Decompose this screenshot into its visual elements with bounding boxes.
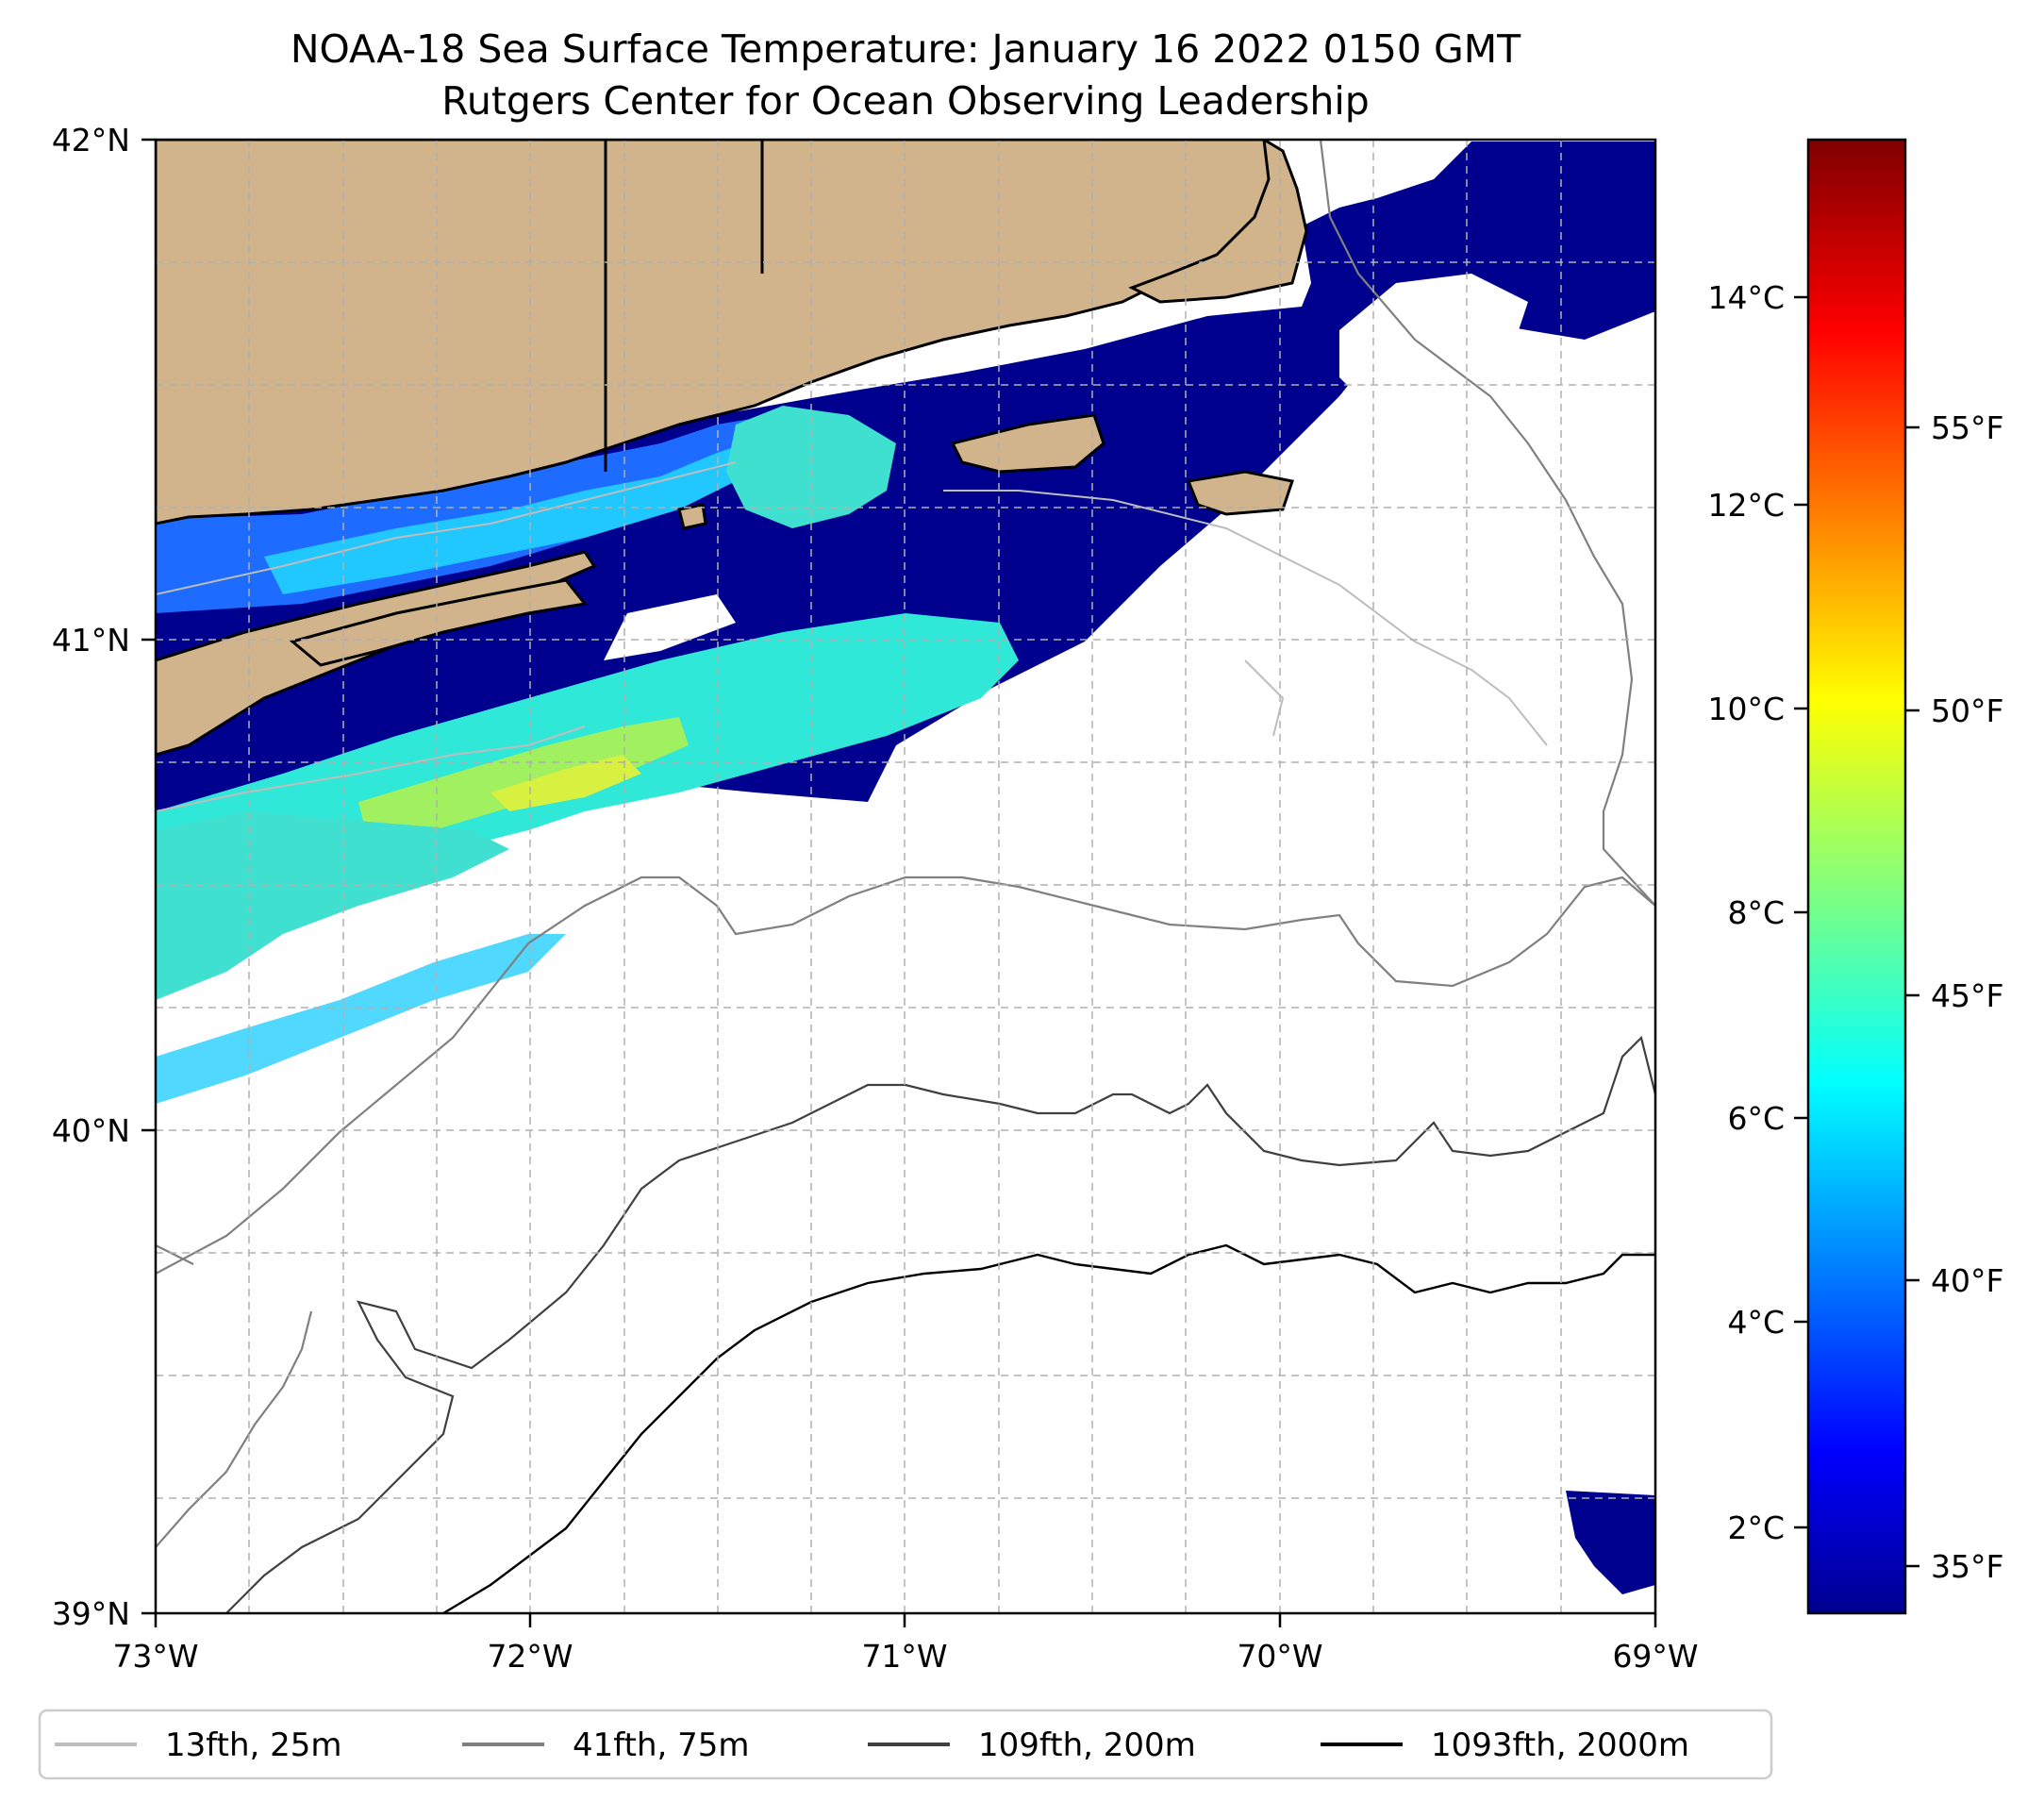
lat-label-41: 41°N bbox=[52, 622, 130, 659]
legend-label-75m: 41fth, 75m bbox=[573, 1726, 750, 1764]
legend-label-25m: 13fth, 25m bbox=[165, 1726, 342, 1764]
isobath-75m bbox=[156, 140, 1655, 1548]
sst-bay-cyan bbox=[726, 406, 896, 528]
lat-label-39: 39°N bbox=[52, 1595, 130, 1632]
legend: 13fth, 25m 41fth, 75m 109fth, 200m 1093f… bbox=[38, 1709, 1773, 1780]
lon-label-73: 73°W bbox=[112, 1638, 198, 1675]
isobath-25m bbox=[156, 461, 1548, 812]
land-marthas-vineyard bbox=[950, 413, 1105, 474]
colorbar: 14°C 12°C 10°C 8°C 6°C 4°C 2°C 55°F 50°F… bbox=[1707, 138, 2003, 1615]
sst-green-core bbox=[358, 717, 689, 840]
title-line-1: NOAA-18 Sea Surface Temperature: January… bbox=[291, 26, 1521, 72]
land-nantucket bbox=[1186, 470, 1294, 516]
land-long-island-fork bbox=[289, 578, 588, 667]
colorbar-gradient bbox=[1806, 138, 1907, 1615]
legend-item-200m: 109fth, 200m bbox=[868, 1726, 1196, 1764]
land-cape-cod bbox=[1128, 140, 1308, 304]
colorbar-f-40: 40°F bbox=[1931, 1262, 2003, 1299]
legend-item-75m: 41fth, 75m bbox=[462, 1726, 750, 1764]
lat-axis: 42°N 41°N 40°N 39°N bbox=[52, 122, 156, 1632]
colorbar-f-50: 50°F bbox=[1931, 692, 2003, 729]
legend-label-200m: 109fth, 200m bbox=[978, 1726, 1196, 1764]
title-line-2: Rutgers Center for Ocean Observing Leade… bbox=[441, 78, 1370, 124]
lat-label-40: 40°N bbox=[52, 1112, 130, 1149]
colorbar-c-8: 8°C bbox=[1727, 894, 1785, 931]
lon-label-70: 70°W bbox=[1237, 1638, 1322, 1675]
colorbar-c-10: 10°C bbox=[1707, 691, 1785, 727]
colorbar-c-6: 6°C bbox=[1727, 1100, 1785, 1137]
sst-lower-tail bbox=[156, 934, 566, 1104]
sst-cyan-lower bbox=[156, 811, 509, 1000]
colorbar-c-4: 4°C bbox=[1727, 1304, 1785, 1341]
legend-item-25m: 13fth, 25m bbox=[55, 1726, 342, 1764]
isobath-2000m bbox=[442, 1243, 1655, 1613]
legend-label-2000m: 1093fth, 2000m bbox=[1431, 1726, 1689, 1764]
lon-label-71: 71°W bbox=[861, 1638, 947, 1675]
colorbar-f-45: 45°F bbox=[1931, 977, 2003, 1014]
sst-yellow-core bbox=[490, 755, 641, 811]
isobath-200m bbox=[225, 1035, 1655, 1613]
sst-southeast-patch bbox=[1566, 1491, 1655, 1594]
legend-item-2000m: 1093fth, 2000m bbox=[1321, 1726, 1689, 1764]
colorbar-f-35: 35°F bbox=[1931, 1548, 2003, 1585]
state-borders bbox=[604, 140, 764, 472]
colorbar-c-12: 12°C bbox=[1707, 487, 1785, 524]
lon-label-72: 72°W bbox=[487, 1638, 573, 1675]
sst-cold-region bbox=[156, 142, 1655, 854]
lon-axis: 73°W 72°W 71°W 70°W 69°W bbox=[112, 1613, 1699, 1675]
cloud-gap-5 bbox=[1339, 274, 1528, 415]
land-layer bbox=[156, 140, 1308, 757]
lon-label-69: 69°W bbox=[1612, 1638, 1698, 1675]
colorbar-c-14: 14°C bbox=[1707, 279, 1785, 316]
cloud-gap-3 bbox=[1226, 566, 1396, 660]
land-block-island bbox=[677, 503, 707, 530]
colorbar-c-2: 2°C bbox=[1727, 1509, 1785, 1546]
cloud-gap-1 bbox=[604, 594, 736, 660]
colorbar-f-55: 55°F bbox=[1931, 409, 2003, 446]
lat-label-42: 42°N bbox=[52, 122, 130, 158]
cloud-gap-2 bbox=[1000, 689, 1113, 745]
cloud-gap-4 bbox=[292, 953, 349, 1000]
map-panel[interactable] bbox=[156, 140, 1655, 1613]
